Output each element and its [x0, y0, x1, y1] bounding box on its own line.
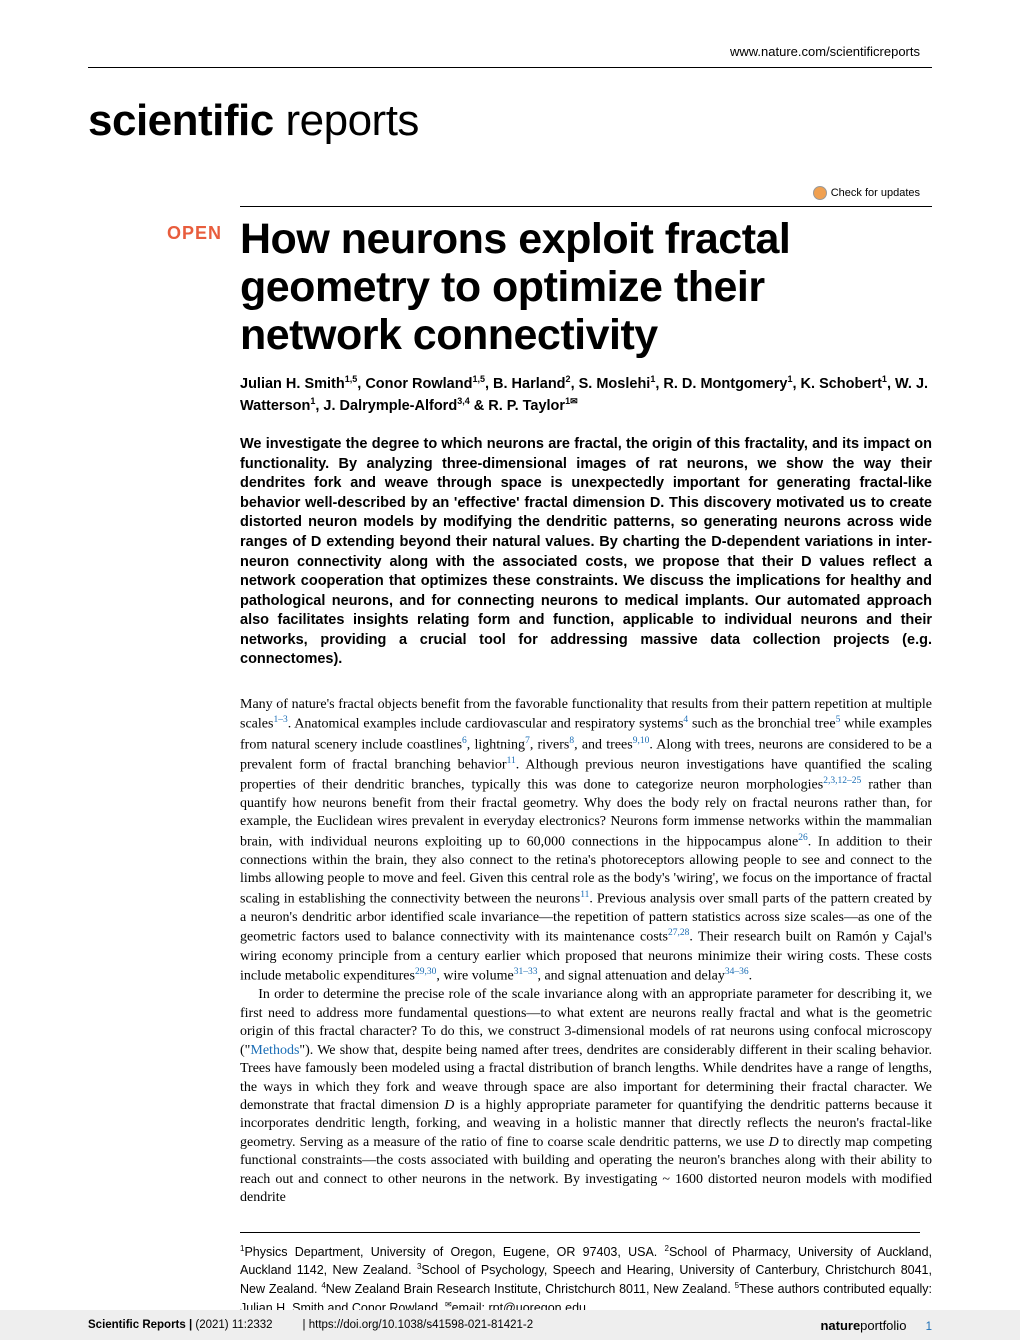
- footer-left: Scientific Reports | (2021) 11:2332 | ht…: [88, 1319, 533, 1331]
- journal-logo-light: reports: [274, 96, 419, 145]
- body-paragraph-1: Many of nature's fractal objects benefit…: [240, 696, 932, 986]
- affiliations: 1Physics Department, University of Orego…: [240, 1243, 932, 1318]
- footer-right: natureportfolio 1: [820, 1318, 932, 1333]
- abstract: We investigate the degree to which neuro…: [240, 435, 932, 670]
- main-column: How neurons exploit fractal geometry to …: [240, 215, 932, 1208]
- check-updates-label: Check for updates: [831, 187, 920, 199]
- title-rule: [240, 206, 932, 207]
- page-container: www.nature.com/scientificreports scienti…: [0, 0, 1020, 1340]
- footer-publisher: natureportfolio: [820, 1318, 906, 1333]
- author-list: Julian H. Smith1,5, Conor Rowland1,5, B.…: [240, 373, 932, 417]
- footer-doi[interactable]: | https://doi.org/10.1038/s41598-021-814…: [303, 1319, 534, 1331]
- footer-citation-block: Scientific Reports | (2021) 11:2332: [88, 1319, 273, 1331]
- page-footer: Scientific Reports | (2021) 11:2332 | ht…: [0, 1310, 1020, 1340]
- open-access-column: OPEN: [88, 215, 240, 244]
- header-rule: [88, 67, 932, 68]
- affiliations-rule: [240, 1232, 920, 1233]
- body-paragraph-2: In order to determine the precise role o…: [240, 986, 932, 1208]
- check-updates-row[interactable]: Check for updates: [88, 186, 932, 200]
- journal-logo: scientific reports: [88, 96, 932, 146]
- article-wrap: OPEN How neurons exploit fractal geometr…: [88, 215, 932, 1208]
- footer-page-number: 1: [926, 1321, 932, 1333]
- check-updates-icon: [813, 186, 827, 200]
- footer-journal-name: Scientific Reports |: [88, 1319, 192, 1331]
- footer-citation: (2021) 11:2332: [195, 1319, 272, 1331]
- article-title: How neurons exploit fractal geometry to …: [240, 215, 932, 359]
- header-url[interactable]: www.nature.com/scientificreports: [88, 44, 932, 59]
- open-access-badge: OPEN: [167, 223, 222, 243]
- journal-logo-bold: scientific: [88, 96, 274, 145]
